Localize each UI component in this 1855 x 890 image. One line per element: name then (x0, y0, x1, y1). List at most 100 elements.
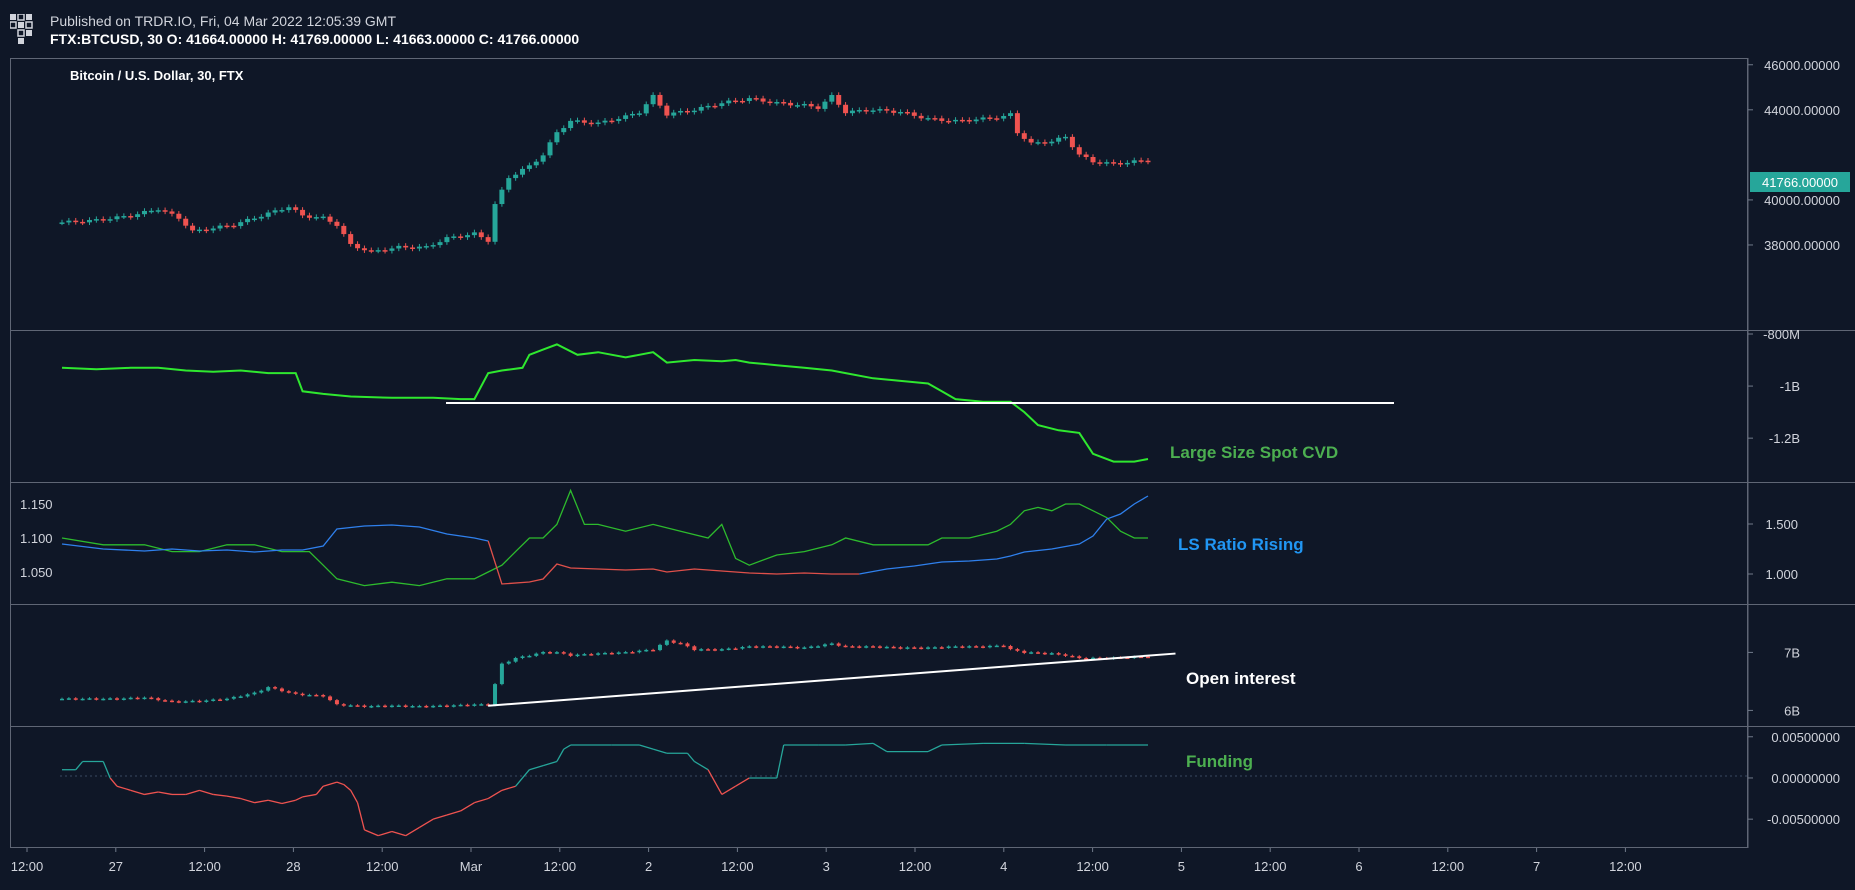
oi-candle (1056, 653, 1061, 655)
oi-candle (905, 647, 910, 649)
funding-segment (199, 789, 214, 796)
oi-candle (458, 704, 463, 707)
oi-candle (664, 640, 669, 645)
funding-segment (872, 742, 888, 753)
price-candle (121, 216, 127, 218)
oi-candle (946, 646, 951, 649)
price-candle (623, 115, 629, 119)
oi-candle (66, 698, 71, 700)
oi-candle (403, 705, 408, 708)
price-candle (1063, 136, 1069, 139)
price-candle (293, 207, 299, 210)
price-candle (1069, 136, 1075, 148)
oi-candle (891, 646, 896, 649)
price-candle (664, 105, 670, 116)
time-tick-label: 4 (1000, 859, 1007, 874)
funding-segment (356, 802, 366, 831)
ls-left-tick-label: 1.100 (20, 531, 53, 546)
price-candle (416, 246, 422, 249)
price-candle (1111, 162, 1117, 164)
time-tick-label: 2 (645, 859, 652, 874)
funding-label: Funding (1186, 752, 1253, 771)
oi-candle (623, 652, 628, 654)
price-candle (1021, 133, 1027, 139)
price-candle (554, 132, 560, 143)
price-candle (994, 118, 1000, 120)
oi-candle (939, 647, 944, 649)
funding-segment (391, 830, 406, 837)
oi-candle (369, 706, 374, 708)
funding-segment (144, 791, 159, 796)
oi-candle (967, 646, 972, 648)
oi-candle (1063, 654, 1068, 656)
price-candle (966, 120, 972, 122)
funding-segment (295, 796, 303, 801)
ls-blue-line (61, 524, 489, 553)
oi-candle (898, 647, 903, 649)
price-candle (547, 142, 553, 156)
funding-segment (639, 744, 654, 750)
oi-candle (479, 704, 484, 706)
ohlc-readout: FTX:BTCUSD, 30 O: 41664.00000 H: 41769.0… (50, 31, 580, 47)
oi-candle (135, 697, 140, 700)
funding-segment (515, 769, 530, 787)
ls-left-tick-label: 1.150 (20, 497, 53, 512)
ls-ratio-label: LS Ratio Rising (1178, 535, 1304, 554)
price-candle (265, 212, 271, 217)
oi-candle (747, 646, 752, 648)
oi-candle (472, 704, 477, 706)
price-candle (808, 103, 814, 107)
price-candle (629, 113, 635, 116)
time-tick-label: 12:00 (544, 859, 577, 874)
funding-segment (240, 797, 255, 804)
oi-candle (499, 663, 504, 685)
oi-candle (513, 657, 518, 662)
price-candle (540, 155, 546, 162)
oi-candle (740, 647, 745, 649)
oi-candle (534, 653, 539, 656)
price-candle (719, 103, 725, 107)
oi-candle (506, 661, 511, 664)
oi-candle (644, 649, 649, 652)
time-tick-label: 12:00 (188, 859, 221, 874)
oi-candle (630, 652, 635, 654)
oi-candle (802, 647, 807, 649)
price-candle (217, 225, 223, 229)
time-tick-label: 12:00 (11, 859, 44, 874)
cvd-label: Large Size Spot CVD (1170, 443, 1338, 462)
funding-segment (343, 784, 352, 791)
oi-candle (726, 648, 731, 650)
oi-candle (981, 646, 986, 648)
price-candle (1008, 113, 1014, 117)
funding-segment (474, 797, 489, 804)
funding-segment (281, 799, 296, 805)
funding-segment (130, 789, 145, 796)
time-tick-label: 12:00 (1254, 859, 1287, 874)
oi-candle (1022, 650, 1027, 653)
oi-candle (596, 653, 601, 655)
price-candle (1090, 156, 1096, 163)
oi-candle (438, 705, 443, 708)
oi-candle (1084, 658, 1089, 660)
funding-segment (529, 764, 544, 771)
price-candle (341, 225, 347, 235)
oi-candle (822, 644, 827, 647)
funding-segment (226, 795, 241, 800)
price-candle (203, 229, 209, 232)
price-candle (190, 225, 196, 231)
oi-candle (1008, 646, 1013, 650)
price-candle (973, 119, 979, 122)
price-candle (1097, 162, 1103, 164)
price-candle (609, 120, 615, 123)
axis-tick-label: 6B (1784, 703, 1800, 718)
funding-axis: 0.00500000 0.00000000 -0.00500000 (1748, 730, 1840, 827)
oi-candle (926, 647, 931, 649)
time-tick-label: 7 (1533, 859, 1540, 874)
oi-candle (561, 652, 566, 654)
price-candle (595, 122, 601, 125)
price-candle (375, 250, 381, 252)
oi-candle (321, 695, 326, 697)
oi-candle (657, 644, 662, 651)
price-candle (1131, 160, 1137, 163)
